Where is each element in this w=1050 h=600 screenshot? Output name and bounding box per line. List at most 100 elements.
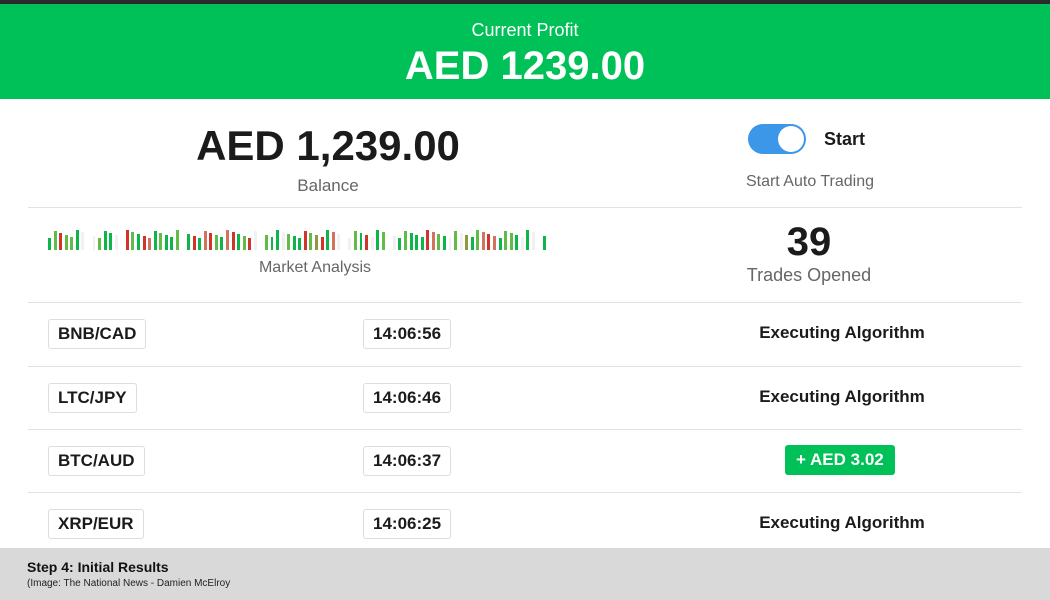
divider <box>28 207 1022 208</box>
market-bar <box>125 230 129 250</box>
market-bar <box>431 232 435 250</box>
market-bar <box>420 237 424 250</box>
market-bar <box>248 238 252 250</box>
market-bar <box>348 238 352 250</box>
market-bar <box>315 235 318 250</box>
trade-row: BTC/AUD 14:06:37 + AED 3.02 <box>28 430 1022 493</box>
market-bar <box>103 231 107 250</box>
market-bar <box>59 233 63 250</box>
market-bar <box>398 238 402 250</box>
market-bar <box>442 236 446 250</box>
market-bar <box>543 236 547 250</box>
market-bar <box>153 231 157 250</box>
market-bar <box>292 236 296 250</box>
market-bar <box>92 236 96 250</box>
caption-footer: Step 4: Initial Results (Image: The Nati… <box>0 548 1050 600</box>
caption-credit: (Image: The National News - Damien McElr… <box>27 578 231 589</box>
market-bar <box>270 237 274 250</box>
pair-badge: BNB/CAD <box>48 319 147 349</box>
market-bar <box>509 233 513 250</box>
market-bar <box>448 238 452 250</box>
market-bar <box>538 234 541 250</box>
market-bar <box>520 237 524 250</box>
market-bar <box>392 236 396 250</box>
market-bar <box>498 238 502 250</box>
market-bar <box>98 238 102 250</box>
market-bar <box>470 237 474 250</box>
market-bar <box>198 238 202 250</box>
market-bar <box>253 231 257 250</box>
auto-trading-control: Start <box>748 124 865 154</box>
market-bar <box>365 235 369 250</box>
market-bar <box>237 234 241 250</box>
market-bar <box>175 230 179 250</box>
market-bar <box>182 232 185 250</box>
market-bar <box>48 238 51 250</box>
market-bar <box>159 233 163 250</box>
trade-row: XRP/EUR 14:06:25 Executing Algorithm <box>28 493 1022 556</box>
market-bar <box>303 231 307 250</box>
auto-trading-caption: Start Auto Trading <box>745 173 875 190</box>
market-bar <box>476 230 480 250</box>
market-bar <box>487 234 491 250</box>
market-bar <box>231 232 235 250</box>
market-bar <box>220 237 224 250</box>
trades-count: 39 <box>786 220 832 264</box>
market-bar <box>337 234 341 250</box>
trade-status: Executing Algorithm <box>759 513 925 532</box>
market-bar <box>331 232 335 250</box>
pair-badge: LTC/JPY <box>48 383 137 413</box>
market-bar <box>409 233 413 250</box>
pair-badge: XRP/EUR <box>48 509 144 539</box>
market-bar <box>359 233 363 250</box>
market-bar <box>281 232 285 250</box>
market-bar <box>426 230 430 250</box>
market-bar <box>320 237 324 250</box>
market-bar <box>142 236 146 250</box>
market-bar <box>287 234 291 250</box>
divider <box>28 366 1022 367</box>
market-bar <box>343 236 346 250</box>
time-badge: 14:06:25 <box>363 509 452 539</box>
market-bar <box>242 236 246 250</box>
trades-panel: 39 Trades Opened <box>700 220 918 286</box>
market-bar <box>81 232 85 250</box>
time-badge: 14:06:56 <box>363 319 452 349</box>
market-bar <box>381 232 385 250</box>
market-bar <box>376 230 380 250</box>
market-bar <box>164 235 168 250</box>
divider <box>28 429 1022 430</box>
market-bar <box>87 234 90 250</box>
market-bar <box>326 230 330 250</box>
market-bar <box>353 231 357 250</box>
market-bar <box>187 234 191 250</box>
market-bar <box>203 231 207 250</box>
market-bar <box>209 233 213 250</box>
profit-badge: + AED 3.02 <box>785 445 895 475</box>
market-bar <box>214 235 218 250</box>
current-profit-value: AED 1239.00 <box>404 44 646 88</box>
market-bar <box>298 238 302 250</box>
market-bar <box>75 230 79 250</box>
market-bar <box>226 230 229 250</box>
divider <box>28 302 1022 303</box>
market-bar <box>404 231 407 250</box>
market-bar <box>148 238 152 250</box>
caption-title: Step 4: Initial Results <box>27 559 169 575</box>
trade-status: Executing Algorithm <box>759 323 925 342</box>
market-analysis-bars <box>48 230 548 250</box>
market-bar <box>276 230 280 250</box>
balance-amount: AED 1,239.00 <box>196 122 460 169</box>
market-bar <box>131 232 135 250</box>
current-profit-label: Current Profit <box>471 20 579 40</box>
market-bar <box>137 234 140 250</box>
market-analysis-label: Market Analysis <box>258 259 372 276</box>
time-badge: 14:06:37 <box>363 446 452 476</box>
market-bar <box>70 237 74 250</box>
market-bar <box>481 232 485 250</box>
market-bar <box>264 235 268 250</box>
market-bar <box>120 237 123 250</box>
market-bar <box>531 232 535 250</box>
auto-trading-toggle[interactable] <box>748 124 806 154</box>
market-bar <box>504 231 508 250</box>
